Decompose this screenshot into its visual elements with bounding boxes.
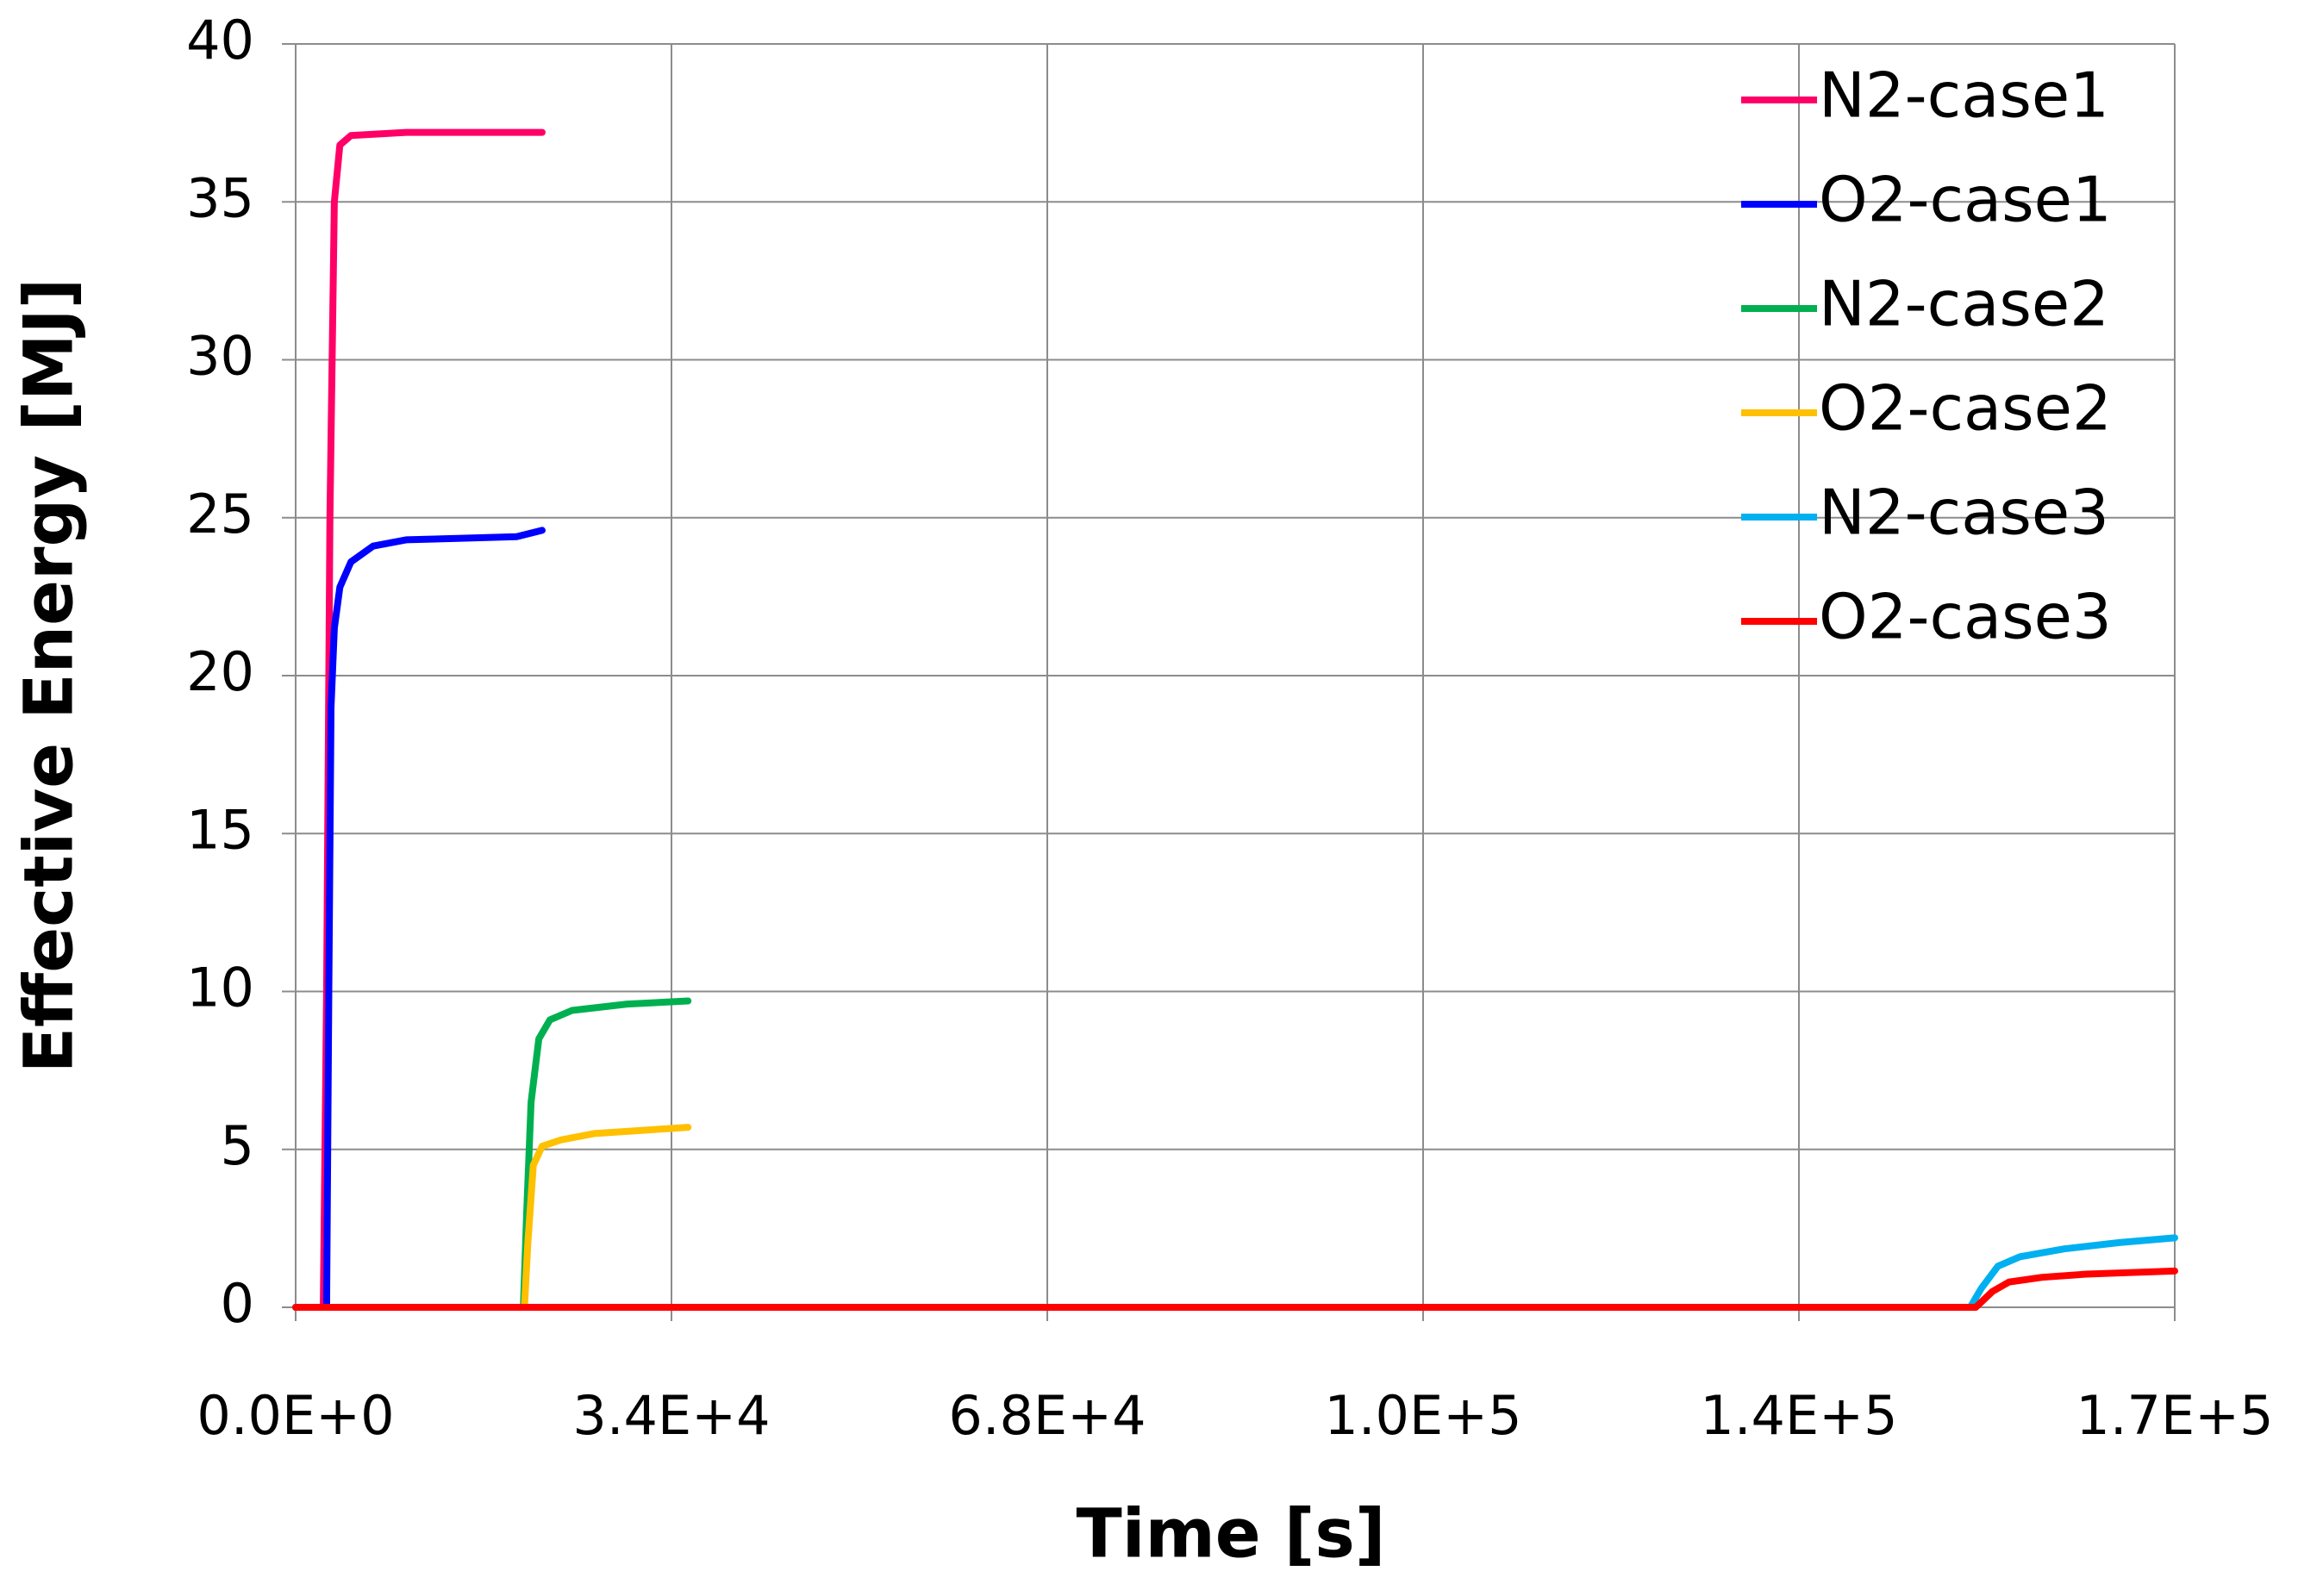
legend-label: O2-case3	[1819, 581, 2112, 653]
x-tick-label: 1.0E+5	[1324, 1384, 1521, 1447]
series-line	[292, 527, 546, 1311]
x-tick-label: 1.4E+5	[1700, 1384, 1897, 1447]
y-tick-label: 30	[186, 325, 254, 388]
x-axis-title: Time [s]	[1077, 1495, 1386, 1573]
x-tick-label: 1.7E+5	[2076, 1384, 2273, 1447]
x-tick-label: 3.4E+4	[572, 1384, 770, 1447]
y-tick-label: 35	[186, 166, 254, 229]
legend-label: N2-case1	[1819, 59, 2109, 132]
legend-label: N2-case2	[1819, 268, 2109, 340]
y-tick-label: 0	[221, 1272, 254, 1335]
legend-label: O2-case2	[1819, 372, 2112, 445]
legend-label: O2-case1	[1819, 164, 2112, 236]
y-tick-label: 10	[186, 957, 254, 1019]
series-line	[292, 1234, 2178, 1311]
y-tick-label: 5	[221, 1114, 254, 1177]
x-tick-label: 0.0E+0	[197, 1384, 394, 1447]
y-tick-label: 25	[186, 483, 254, 546]
series-line	[292, 1267, 2178, 1311]
y-tick-label: 40	[186, 9, 254, 72]
y-axis-title: Effective Energy [MJ]	[10, 278, 88, 1073]
x-tick-label: 6.8E+4	[948, 1384, 1146, 1447]
series-line	[292, 1124, 692, 1311]
y-tick-label: 15	[186, 798, 254, 861]
legend-label: N2-case3	[1819, 477, 2109, 549]
series-line	[292, 997, 692, 1311]
y-tick-label: 20	[186, 640, 254, 703]
